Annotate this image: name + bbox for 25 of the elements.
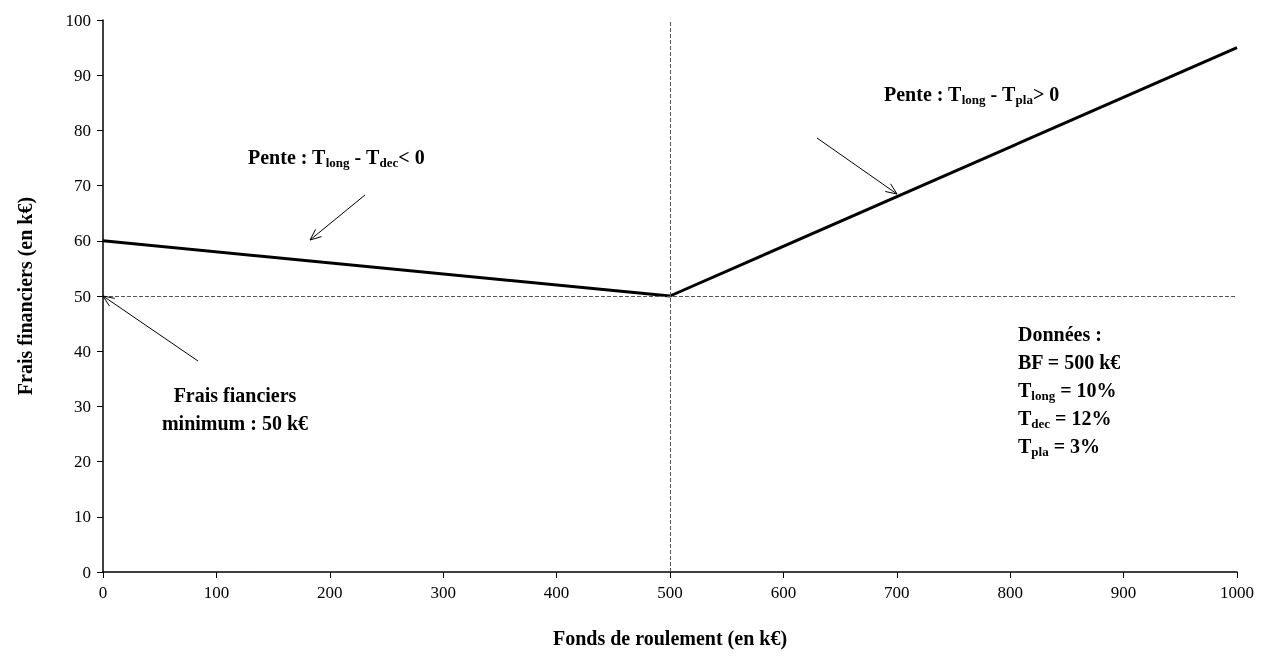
y-tick-label: 60 xyxy=(74,231,91,251)
y-tick-label: 80 xyxy=(74,120,91,140)
x-axis-title: Fonds de roulement (en k€) xyxy=(552,627,788,650)
x-tick-label: 1000 xyxy=(1220,583,1254,602)
y-tick-label: 90 xyxy=(74,65,91,85)
x-tick-label: 0 xyxy=(98,583,108,602)
x-tick-label: 900 xyxy=(1110,583,1137,602)
x-tick-label: 100 xyxy=(203,583,230,602)
y-tick-label: 20 xyxy=(74,452,91,472)
x-tick-label: 600 xyxy=(770,583,797,602)
annotation: Frais fianciers minimum : 50 k€ xyxy=(161,384,309,434)
y-tick-label: 70 xyxy=(74,176,91,196)
y-tick-label: 100 xyxy=(65,10,91,30)
y-axis-title: Frais financiers (en k€) xyxy=(14,196,37,396)
x-tick-label: 500 xyxy=(657,583,683,602)
x-tick-label: 400 xyxy=(543,583,570,602)
y-tick-label: 0 xyxy=(82,562,91,582)
y-tick-label: 30 xyxy=(74,396,91,416)
x-tick-label: 800 xyxy=(997,583,1023,602)
x-tick-label: 300 xyxy=(430,583,456,602)
y-tick-label: 40 xyxy=(74,341,91,361)
y-tick-label: 50 xyxy=(74,286,91,306)
y-tick-label: 10 xyxy=(74,507,91,527)
x-tick-label: 700 xyxy=(884,583,910,602)
x-tick-label: 200 xyxy=(317,583,343,602)
